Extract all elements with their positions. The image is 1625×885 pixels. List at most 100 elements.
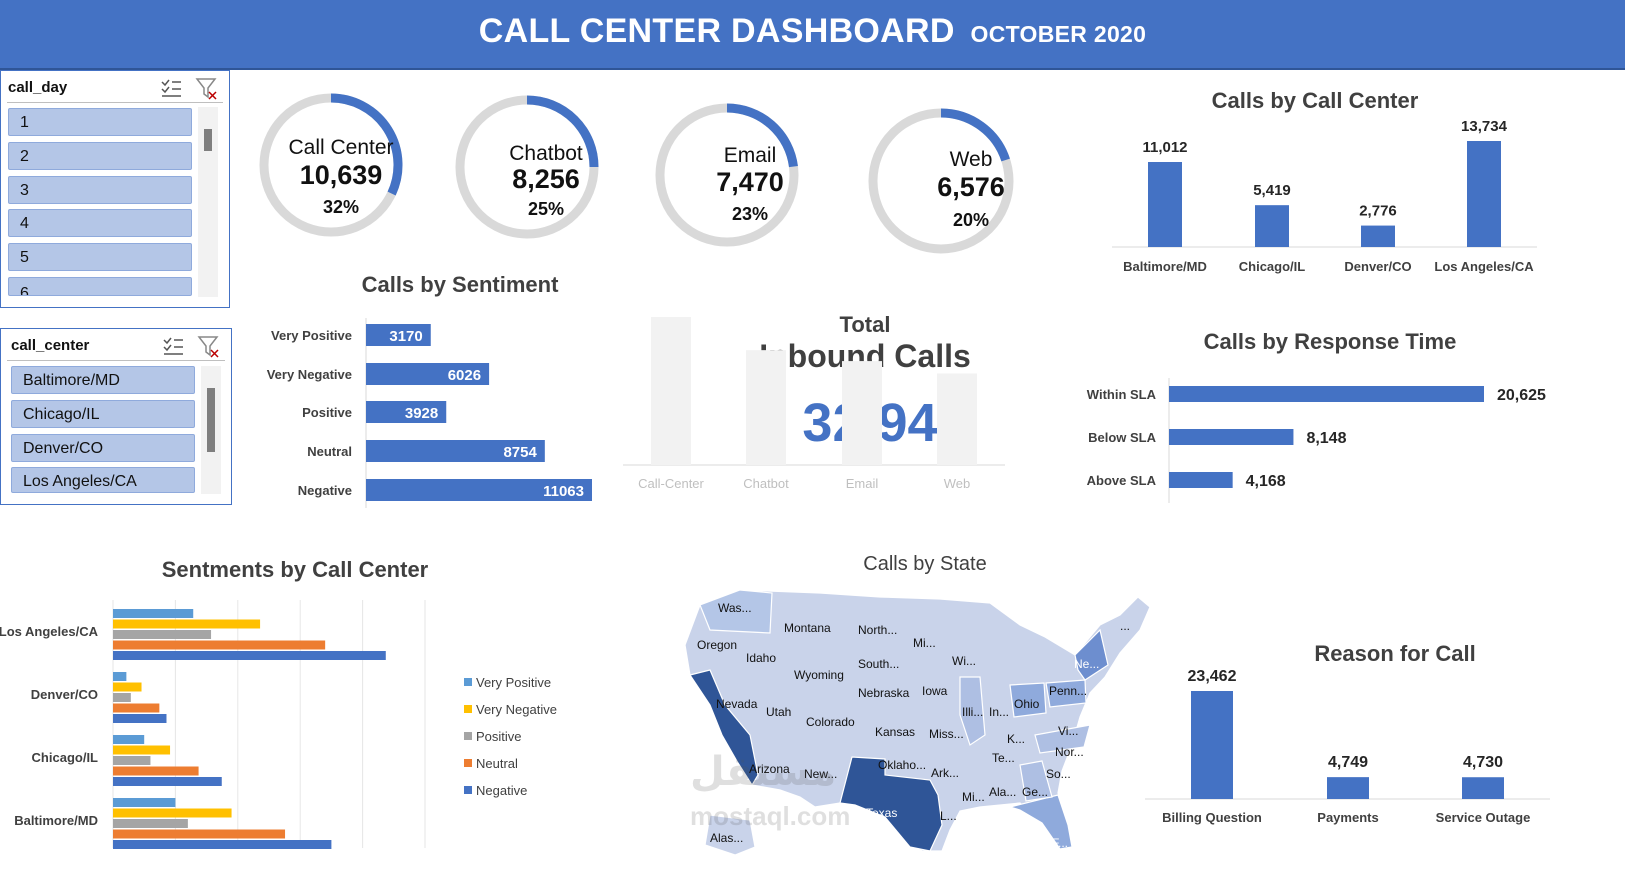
bar-service-outage[interactable] [1462, 777, 1504, 799]
state-pennsylvania[interactable] [1045, 679, 1087, 708]
bar-very-negative[interactable] [113, 808, 232, 818]
state-label: Was... [718, 601, 752, 615]
category-label: Los Angeles/CA [1434, 259, 1534, 274]
slicer-item-5[interactable]: 5 [8, 243, 192, 271]
bar-positive[interactable] [113, 756, 151, 765]
data-label: 6026 [448, 367, 481, 384]
kpi-call-center-value: 10,639 [299, 160, 383, 190]
state-california[interactable] [689, 669, 759, 787]
bar-negative[interactable] [366, 479, 592, 501]
scrollbar-thumb[interactable] [207, 388, 215, 452]
category-label: Los Angeles/CA [0, 624, 99, 639]
bar-neutral[interactable] [366, 440, 545, 462]
bar-very-negative[interactable] [113, 682, 142, 692]
kpi-ring-arc [726, 103, 798, 168]
bar-negative[interactable] [113, 714, 167, 723]
bar-baltimore-md[interactable] [1148, 162, 1182, 247]
category-label: Below SLA [1088, 430, 1157, 445]
state-ohio[interactable] [1009, 682, 1047, 718]
state-illinois[interactable] [959, 676, 986, 746]
slicer-item-4[interactable]: 4 [8, 209, 192, 237]
kpi-chatbot-label: Chatbot [509, 142, 583, 165]
bar-denver-co[interactable] [1361, 225, 1395, 247]
alaska-inset[interactable] [704, 814, 756, 856]
slicer-item-denver[interactable]: Denver/CO [11, 434, 195, 462]
state-north-carolina[interactable] [1034, 724, 1091, 754]
bar-very-positive[interactable] [113, 735, 145, 744]
slicer-item-6[interactable]: 6 [8, 277, 192, 296]
kpi-web-pct: 20% [952, 210, 990, 230]
kpi-email-value: 7,470 [716, 167, 784, 197]
bar-negative[interactable] [113, 651, 386, 660]
legend-label: Positive [476, 729, 522, 744]
bar-negative[interactable] [113, 777, 222, 786]
bar-positive[interactable] [113, 819, 188, 828]
clear-filter-icon[interactable] [195, 78, 217, 100]
bar-los-angeles-ca[interactable] [1467, 141, 1501, 247]
category-label: Very Positive [271, 328, 352, 343]
slicer-item-baltimore[interactable]: Baltimore/MD [11, 366, 195, 394]
bar-very-positive[interactable] [366, 324, 431, 346]
state-label: K... [1007, 732, 1025, 746]
bar-neutral[interactable] [113, 829, 286, 839]
calls-by-response-time-title: Calls by Response Time [1203, 329, 1457, 354]
bar-very-positive[interactable] [113, 798, 176, 807]
state-texas[interactable] [839, 756, 943, 852]
clear-filter-icon[interactable] [197, 336, 219, 358]
bar-positive[interactable] [113, 693, 131, 702]
scrollbar-thumb[interactable] [204, 129, 212, 151]
slicer-scrollbar[interactable] [201, 366, 221, 494]
multi-select-icon[interactable] [161, 79, 181, 97]
category-label: Denver/CO [1344, 259, 1411, 274]
kpi-web-label: Web [949, 148, 993, 171]
state-label: Utah [766, 705, 791, 719]
state-label: South... [858, 657, 899, 671]
state-label: Vi... [1058, 724, 1078, 738]
slicer-scrollbar[interactable] [198, 107, 218, 297]
slicer-item-3[interactable]: 3 [8, 176, 192, 204]
state-label: ... [1120, 619, 1130, 633]
bar-positive[interactable] [366, 401, 447, 423]
bar-neutral[interactable] [113, 766, 199, 776]
category-label: Neutral [307, 444, 352, 459]
bar-very-positive[interactable] [113, 672, 127, 681]
bar-chicago-il[interactable] [1255, 205, 1289, 247]
bar-neutral[interactable] [113, 640, 326, 650]
reason-for-call-title: Reason for Call [1314, 641, 1476, 666]
bar-payments[interactable] [1327, 777, 1369, 799]
state-georgia[interactable] [1019, 760, 1053, 802]
bar-very-negative[interactable] [113, 745, 171, 755]
state-new-york[interactable] [1074, 628, 1109, 681]
slicer-item-los-angeles[interactable]: Los Angeles/CA [11, 467, 195, 493]
data-label: 4,168 [1246, 473, 1286, 490]
us-state-map[interactable]: Was... Oregon Montana North... Mi... Idaho Sou… [680, 585, 1180, 885]
state-washington[interactable] [699, 589, 773, 634]
slicer-item-2[interactable]: 2 [8, 142, 192, 170]
bar-very-positive[interactable] [113, 609, 194, 618]
legend-label: Very Positive [476, 675, 551, 690]
bar-above-sla[interactable] [1169, 472, 1233, 488]
bar-within-sla[interactable] [1169, 386, 1484, 402]
bar-very-negative[interactable] [113, 619, 261, 629]
calls-by-sentiment-title: Calls by Sentiment [361, 272, 559, 297]
kpi-ring-arc [940, 108, 1010, 162]
state-label: Kansas [875, 725, 915, 739]
bar-negative[interactable] [113, 840, 332, 849]
kpi-chatbot-value: 8,256 [512, 164, 580, 194]
state-florida[interactable] [1007, 794, 1073, 850]
bar-below-sla[interactable] [1169, 429, 1294, 445]
data-label: 11063 [543, 483, 584, 500]
total-label: Total [839, 312, 891, 337]
kpi-ring-arc [526, 95, 599, 168]
slicer-item-chicago[interactable]: Chicago/IL [11, 400, 195, 428]
bar-neutral[interactable] [113, 703, 160, 713]
multi-select-icon[interactable] [163, 337, 183, 355]
state-label: Ark... [931, 766, 959, 780]
slicer-item-1[interactable]: 1 [8, 108, 192, 136]
bar-billing-question[interactable] [1191, 691, 1233, 799]
bar-positive[interactable] [113, 630, 212, 639]
state-label: Nor... [1055, 745, 1084, 759]
bar-very-negative[interactable] [366, 363, 490, 385]
state-label: Miss... [929, 727, 964, 741]
